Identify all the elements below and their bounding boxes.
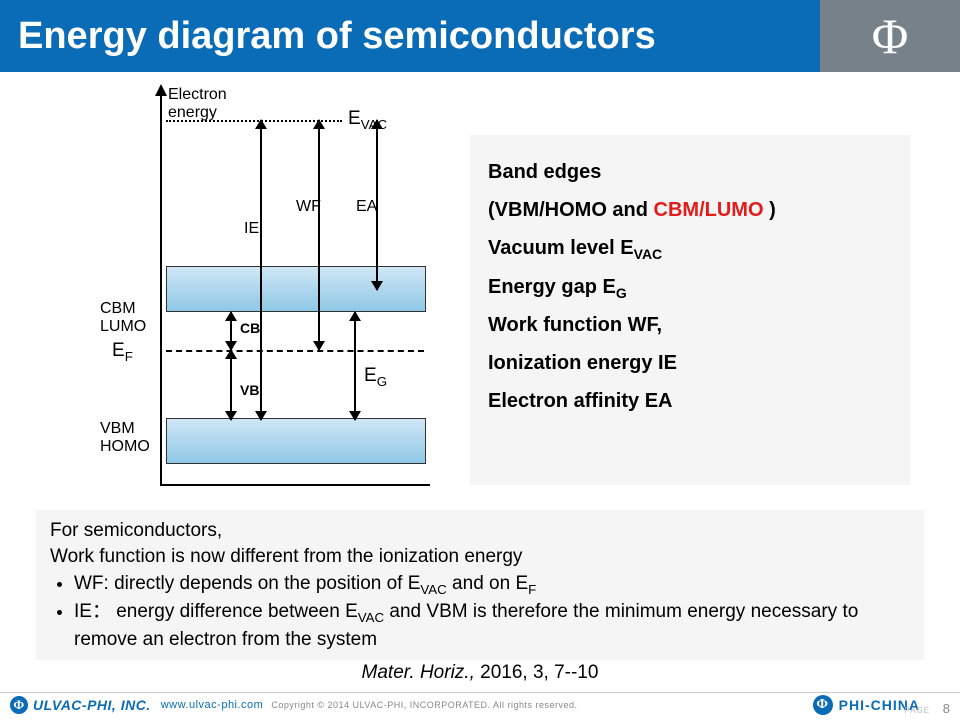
def-line-6: Electron affinity EA bbox=[488, 382, 892, 420]
expl-list: WF: directly depends on the position of … bbox=[74, 571, 910, 652]
def-line-0: Band edges bbox=[488, 153, 892, 191]
wf-label: WF bbox=[296, 198, 321, 216]
definitions-box: Band edges (VBM/HOMO and CBM/LUMO ) Vacu… bbox=[470, 135, 910, 485]
expl-bullet-2: IE： energy difference between EVAC and V… bbox=[74, 599, 910, 652]
citation: Mater. Horiz., 2016, 3, 7--10 bbox=[0, 662, 960, 684]
energy-diagram: Electron energy EVAC CBM LUMO VBM HOMO E… bbox=[100, 90, 440, 510]
logo-badge: Φ bbox=[820, 0, 960, 72]
y-axis-arrow-icon bbox=[155, 84, 167, 96]
page-title: Energy diagram of semiconductors bbox=[18, 15, 656, 58]
wf-arrow bbox=[318, 120, 320, 350]
ie-label: IE bbox=[244, 220, 259, 238]
title-bar: Energy diagram of semiconductors bbox=[0, 0, 820, 72]
axis-label: Electron energy bbox=[168, 86, 227, 122]
def-line-4: Work function WF, bbox=[488, 306, 892, 344]
phi-icon-small: Φ bbox=[10, 696, 28, 714]
page-label: PAGE bbox=[904, 706, 930, 715]
def-line-1: (VBM/HOMO and CBM/LUMO ) bbox=[488, 191, 892, 229]
cb-label: CB bbox=[240, 320, 260, 336]
lumo-label: LUMO bbox=[100, 318, 146, 336]
vbm-band bbox=[166, 418, 426, 464]
y-axis bbox=[160, 94, 162, 484]
def-line-2: Vacuum level EVAC bbox=[488, 229, 892, 268]
vb-arrow bbox=[230, 350, 232, 420]
eg-label: EG bbox=[364, 365, 387, 389]
ie-arrow bbox=[260, 120, 262, 420]
explanation-box: For semiconductors, Work function is now… bbox=[36, 510, 924, 660]
phi-icon: Φ bbox=[872, 7, 909, 65]
ef-line bbox=[166, 350, 424, 352]
footer-copyright: Copyright © 2014 ULVAC-PHI, INCORPORATED… bbox=[271, 700, 577, 710]
phi-icon-small-right: Φ bbox=[813, 695, 833, 715]
ef-label: EF bbox=[112, 340, 133, 364]
def-line-5: Ionization energy IE bbox=[488, 344, 892, 382]
eg-arrow bbox=[354, 312, 356, 420]
footer-url: www.ulvac-phi.com bbox=[161, 699, 264, 711]
cbm-band bbox=[166, 266, 426, 312]
expl-line-2: Work function is now different from the … bbox=[50, 544, 910, 570]
expl-bullet-1: WF: directly depends on the position of … bbox=[74, 571, 910, 599]
vb-label: VB bbox=[240, 382, 259, 398]
footer-company: ULVAC-PHI, INC. bbox=[33, 697, 151, 713]
cb-arrow bbox=[230, 312, 232, 350]
footer: Φ ULVAC-PHI, INC. www.ulvac-phi.com Copy… bbox=[0, 692, 960, 720]
homo-label: HOMO bbox=[100, 438, 150, 456]
ea-label: EA bbox=[356, 198, 377, 216]
def-line-3: Energy gap EG bbox=[488, 268, 892, 307]
footer-left: Φ ULVAC-PHI, INC. www.ulvac-phi.com Copy… bbox=[10, 696, 578, 714]
x-axis bbox=[160, 484, 430, 486]
cbm-label: CBM bbox=[100, 300, 136, 318]
expl-line-1: For semiconductors, bbox=[50, 518, 910, 544]
vbm-label: VBM bbox=[100, 420, 135, 438]
page-number: 8 bbox=[943, 701, 950, 716]
